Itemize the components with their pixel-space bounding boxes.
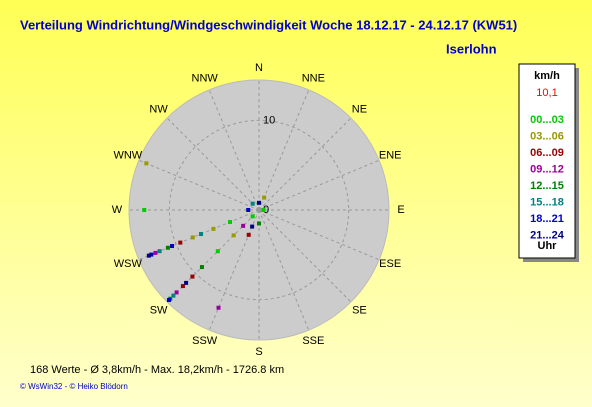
direction-label: SW [150,304,168,316]
spoke [208,89,260,211]
wind-point [184,280,189,285]
direction-label: WNW [113,150,142,162]
direction-label: NE [352,103,367,115]
wind-point [142,208,147,212]
grid-ring [168,119,350,301]
wind-point [246,208,251,212]
wind-point [241,223,246,228]
wind-point [174,290,179,295]
spoke [258,209,310,331]
wind-point [170,244,175,249]
legend-entry: 18...21 [530,213,564,225]
spoke [258,209,380,261]
wind-point [228,220,233,225]
wind-point [261,208,266,212]
current-value: 10,1 [536,87,557,99]
r-tick-label: 10 [263,114,275,126]
direction-label: SE [352,304,367,316]
wind-point [246,232,251,237]
spoke [258,89,310,211]
wind-point [199,265,204,270]
wind-point [199,232,204,237]
direction-label: ESE [379,258,401,270]
footer: 168 Werte - Ø 3,8km/h - Max. 18,2km/h - … [30,364,284,376]
spoke [138,159,260,211]
spoke [166,117,260,211]
wind-point [178,240,183,245]
direction-label: SSW [192,335,218,347]
wind-point [257,221,261,226]
legend-entry: 09...12 [530,163,564,175]
wind-point [231,233,236,238]
direction-label: S [255,346,262,358]
wind-point [157,249,162,254]
r-tick-label: 0 [263,204,269,216]
direction-label: W [112,204,123,216]
legend-entry: 12...15 [530,180,564,192]
wind-point [190,274,195,279]
wind-point [190,235,195,240]
legend-box [518,63,576,259]
spoke [258,209,352,303]
wind-point [165,245,170,250]
wind-point [262,195,267,200]
wind-point [250,224,255,229]
location: Iserlohn [446,41,497,56]
legend-footer: Uhr [538,240,558,252]
legend-entry: 06...09 [530,147,564,159]
chart-title: Verteilung Windrichtung/Windgeschwindigk… [20,17,517,32]
wind-point [144,161,149,166]
direction-label: E [397,204,404,216]
legend-title: km/h [534,70,560,82]
direction-label: SSE [302,335,324,347]
wind-point [257,200,261,205]
legend-entry: 21...24 [530,229,565,241]
wind-point [250,201,255,206]
wind-point [149,252,154,257]
legend-entry: 00...03 [530,114,564,126]
wind-point [216,305,221,310]
wind-point [146,253,151,258]
wind-point [171,293,176,298]
wind-point [153,250,158,255]
direction-label: ENE [379,150,402,162]
wind-point [250,214,255,219]
wind-point [215,249,220,254]
spoke [258,117,352,211]
spoke [208,209,260,331]
legend-entry: 03...06 [530,130,564,142]
spoke [258,159,380,211]
wind-point [166,298,171,303]
wind-point [180,284,185,289]
legend-entry: 15...18 [530,196,564,208]
direction-label: WSW [114,258,143,270]
direction-label: NW [149,103,168,115]
direction-label: N [255,62,263,74]
credit: © WsWin32 - © Heiko Blödorn [20,382,128,391]
wind-point [211,226,216,231]
direction-label: NNE [302,73,325,85]
direction-label: NNW [192,73,219,85]
